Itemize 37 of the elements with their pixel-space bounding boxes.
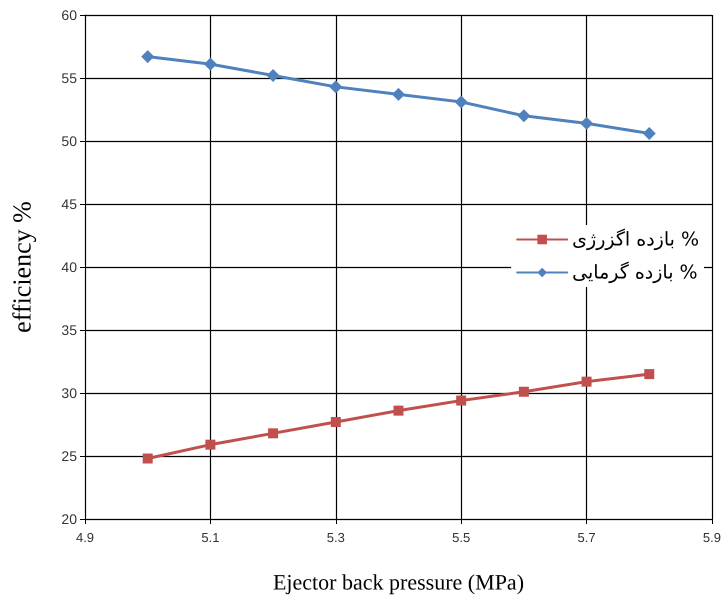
point [205, 440, 216, 450]
y-tick-label: 50 [61, 133, 78, 149]
legend-label: بازده اگزرژی % [572, 228, 700, 250]
point [518, 386, 529, 397]
y-tick-label: 20 [61, 511, 78, 527]
legend-label: بازده گرمایی % [572, 260, 698, 284]
point [644, 369, 654, 380]
y-tick-label: 35 [61, 322, 78, 338]
x-tick-label: 5.7 [578, 530, 596, 545]
point [642, 126, 656, 140]
y-tick-label: 40 [61, 259, 78, 275]
y-tick-label: 25 [61, 448, 78, 464]
x-tick-label: 5.1 [201, 530, 220, 545]
point [142, 454, 153, 464]
point [268, 428, 278, 438]
point [393, 406, 404, 416]
x-tick-label: 5.9 [702, 530, 722, 545]
point [454, 95, 468, 108]
point [580, 116, 594, 130]
y-tick-label: 45 [61, 196, 78, 212]
y-axis-title: efficiency % [8, 201, 36, 333]
y-tick-label: 55 [61, 70, 78, 86]
point [329, 80, 342, 94]
point [330, 416, 341, 427]
y-tick-label: 30 [61, 385, 78, 401]
x-axis-title: Ejector back pressure (MPa) [272, 570, 524, 594]
point [582, 376, 592, 387]
x-tick-label: 5.3 [326, 530, 345, 545]
x-tick-label: 4.9 [76, 530, 94, 545]
point [204, 58, 217, 71]
point [141, 50, 154, 64]
point [517, 109, 530, 122]
y-tick-label: 60 [61, 7, 78, 23]
x-tick-label: 5.5 [452, 530, 470, 545]
point [392, 88, 405, 101]
point [266, 68, 280, 82]
point [456, 396, 466, 406]
